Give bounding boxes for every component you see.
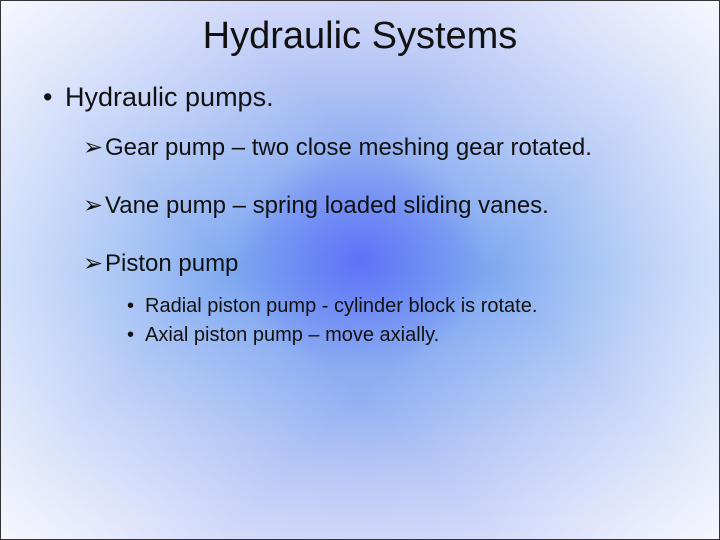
bullet-marker: • <box>127 293 145 320</box>
bullet-level2: ➢Piston pump <box>35 249 685 279</box>
bullet-level3: •Axial piston pump – move axially. <box>35 322 685 349</box>
arrow-icon: ➢ <box>83 249 105 279</box>
arrow-icon: ➢ <box>83 133 105 163</box>
bullet-level1: •Hydraulic pumps. <box>35 82 685 113</box>
bullet-text: Radial piston pump - cylinder block is r… <box>145 295 537 317</box>
bullet-text: Vane pump – spring loaded sliding vanes. <box>105 192 549 219</box>
slide-title: Hydraulic Systems <box>35 15 685 58</box>
bullet-text: Hydraulic pumps. <box>65 82 274 112</box>
arrow-icon: ➢ <box>83 191 105 221</box>
bullet-level2: ➢Vane pump – spring loaded sliding vanes… <box>35 191 685 221</box>
bullet-marker: • <box>43 82 65 113</box>
bullet-text: Piston pump <box>105 250 238 277</box>
slide: Hydraulic Systems •Hydraulic pumps. ➢Gea… <box>1 1 719 349</box>
bullet-level2: ➢Gear pump – two close meshing gear rota… <box>35 133 685 163</box>
bullet-text: Gear pump – two close meshing gear rotat… <box>105 134 592 161</box>
bullet-marker: • <box>127 322 145 349</box>
bullet-text: Axial piston pump – move axially. <box>145 324 439 346</box>
bullet-level3: •Radial piston pump - cylinder block is … <box>35 293 685 320</box>
